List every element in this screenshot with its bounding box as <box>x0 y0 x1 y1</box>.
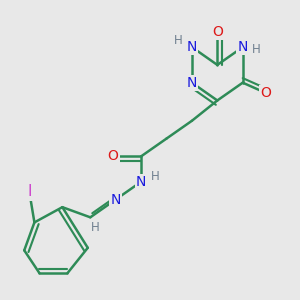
Text: H: H <box>91 221 100 234</box>
Text: H: H <box>151 170 160 183</box>
Text: H: H <box>174 34 182 47</box>
Text: I: I <box>27 184 32 200</box>
Text: N: N <box>238 40 248 54</box>
Text: N: N <box>187 40 197 54</box>
Text: N: N <box>110 193 121 206</box>
Text: O: O <box>212 25 223 39</box>
Text: N: N <box>136 175 146 189</box>
Text: H: H <box>252 43 261 56</box>
Text: N: N <box>187 76 197 90</box>
Text: O: O <box>260 86 271 100</box>
Text: O: O <box>108 149 118 164</box>
